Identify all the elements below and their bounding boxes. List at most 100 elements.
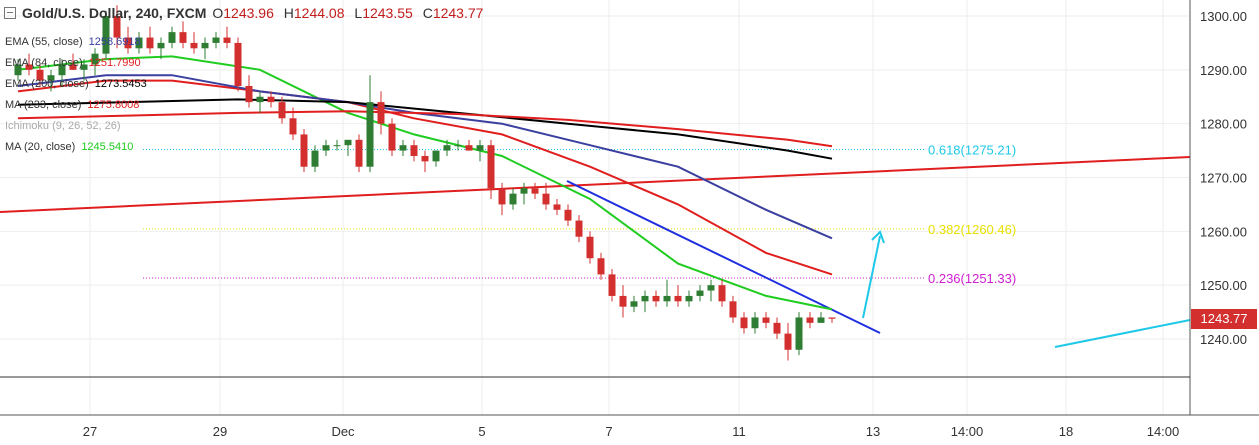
candle-body [14,64,22,76]
candle-body [707,285,715,291]
candle-body [311,150,319,167]
candle-body [399,145,407,151]
chart-header: Gold/U.S. Dollar, 240, FXCM O1243.96 H12… [4,4,489,22]
legend-value: 1251.7990 [88,57,141,69]
candle-body [190,42,198,49]
candle-body [80,64,88,70]
y-tick-label: 1300.00 [1200,9,1247,24]
fibonacci-levels: 0.618(1275.21) 0.382(1260.46) 0.236(1251.3… [143,142,1016,286]
candle-body [421,155,429,162]
x-tick-label: 18 [1059,424,1073,439]
symbol-title: Gold/U.S. Dollar, 240, FXCM [22,5,207,21]
legend-ema-200[interactable]: EMA (200, close) 1273.5453 [5,77,147,91]
legend-value: 1245.5410 [81,141,134,153]
collapse-icon[interactable] [4,7,16,19]
candle-body [47,75,55,81]
candle-body [773,322,781,334]
candle-body [476,145,484,151]
candle-body [388,123,396,151]
ma-series-line [17,79,833,276]
x-tick-label: 27 [83,424,97,439]
y-tick-label: 1240.00 [1200,332,1247,347]
legend-ma-233[interactable]: MA (233, close) 1275.8008 [5,98,139,112]
candle-body [586,236,594,259]
candle-body [245,85,253,103]
candle-body [344,139,352,146]
candle-body [520,188,528,194]
candle-body [432,150,440,162]
legend-ema-55[interactable]: EMA (55, close) 1258.6918 [5,35,141,49]
fib-level-label: 0.236(1251.33) [928,271,1016,286]
moving-averages [17,55,833,311]
candle-body [630,301,638,307]
fib-level-label: 0.618(1275.21) [928,142,1016,157]
candle-body [278,102,286,119]
legend-ema-84[interactable]: EMA (84, close) 1251.7990 [5,56,141,70]
legend-name: EMA (84, close) [5,57,83,69]
candle-body [674,295,682,302]
candle-body [652,295,660,302]
low-key: L [354,5,363,21]
candle-body [179,32,187,43]
candle-body [443,145,451,151]
legend-name: EMA (200, close) [5,78,89,90]
candle-body [740,317,748,329]
arrow-head-icon [871,230,885,244]
legend-name: MA (20, close) [5,141,76,153]
candle-body [91,53,99,65]
candle-body [256,96,264,103]
ma-series-line [17,110,833,148]
candle-body [817,317,825,323]
legend-ma-20[interactable]: MA (20, close) 1245.5410 [5,140,133,154]
x-tick-label: 29 [213,424,227,439]
candle-body [828,317,836,319]
candle-body [454,145,462,147]
candle-body [322,145,330,151]
candle-body [223,37,231,43]
candle-body [366,102,374,167]
legend-name: Ichimoku (9, 26, 52, 26) [5,120,121,132]
candle-body [762,317,770,323]
y-tick-label: 1260.00 [1200,224,1247,239]
legend-value: 1273.5453 [94,78,147,90]
candle-body [267,96,275,103]
descending-trendline [566,180,881,334]
candle-body [201,42,209,49]
last-price-tag: 1243.77 [1191,309,1257,329]
candle-body [168,32,176,43]
candle-body [795,317,803,350]
close-key: C [422,5,433,21]
grid [0,0,1190,415]
legend-ichimoku[interactable]: Ichimoku (9, 26, 52, 26) [5,119,121,133]
candle-body [597,258,605,275]
legend-name: MA (233, close) [5,99,82,111]
candle-body [36,69,44,81]
x-tick-label: 14:00 [951,424,984,439]
candle-body [25,64,33,70]
y-tick-label: 1270.00 [1200,171,1247,186]
candle-body [498,188,506,205]
y-tick-label: 1250.00 [1200,278,1247,293]
ma-series-line [17,55,833,311]
candle-body [663,295,671,302]
candle-body [564,209,572,221]
candle-body [641,295,649,302]
resistance-trendline [0,156,1191,213]
x-tick-label: Dec [331,424,355,439]
candle-body [487,145,495,189]
candle-body [531,188,539,194]
candle-body [696,290,704,296]
candle-body [146,37,154,49]
x-tick-label: 11 [732,424,746,439]
high-value: 1244.08 [293,5,345,21]
candle-body [212,37,220,43]
candle-body [575,220,583,237]
trend-lines [0,156,1191,348]
candle-body [608,274,616,296]
candle-body [542,193,550,205]
ohlc-readout: O1243.96 H1244.08 L1243.55 C1243.77 [212,5,489,21]
candle-body [784,333,792,350]
low-value: 1243.55 [362,5,413,21]
